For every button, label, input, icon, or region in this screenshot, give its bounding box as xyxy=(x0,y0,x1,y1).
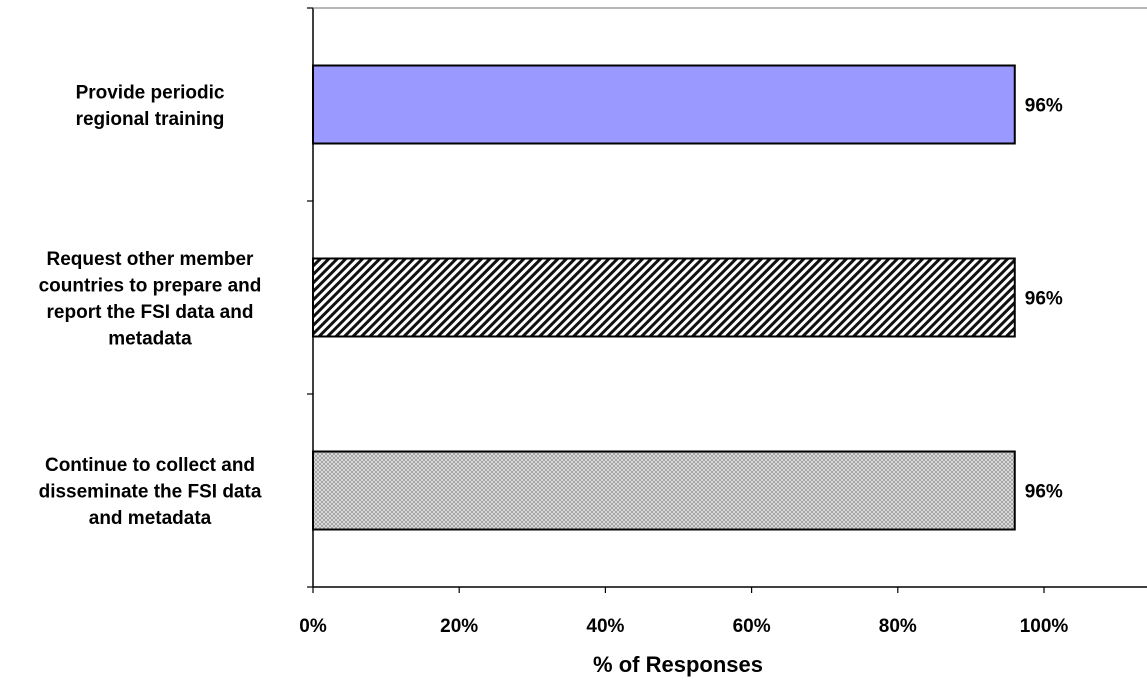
x-tick-label-2: 40% xyxy=(586,616,624,637)
bar-3 xyxy=(312,450,1016,531)
bar-1 xyxy=(312,64,1016,145)
x-tick-label-4: 80% xyxy=(879,616,917,637)
labels-layer: 96% Provide periodic regional training 96% R… xyxy=(39,82,1069,637)
axes-layer xyxy=(307,7,1147,593)
x-tick-label-5: 100% xyxy=(1020,616,1069,637)
x-tick-label-1: 20% xyxy=(440,616,478,637)
data-label-2: 96% xyxy=(1025,289,1063,310)
category-label-2: Request other member countries to prepare… xyxy=(39,249,262,350)
category-label-3: Continue to collect and disseminate the F… xyxy=(39,455,262,529)
bar-2 xyxy=(312,257,1016,338)
data-label-3: 96% xyxy=(1025,482,1063,503)
data-label-1: 96% xyxy=(1025,96,1063,117)
x-tick-label-3: 60% xyxy=(733,616,771,637)
bars-layer xyxy=(312,64,1016,531)
category-label-1: Provide periodic regional training xyxy=(76,82,225,130)
x-axis-title: % of Responses xyxy=(593,652,763,677)
x-tick-label-0: 0% xyxy=(299,616,327,637)
